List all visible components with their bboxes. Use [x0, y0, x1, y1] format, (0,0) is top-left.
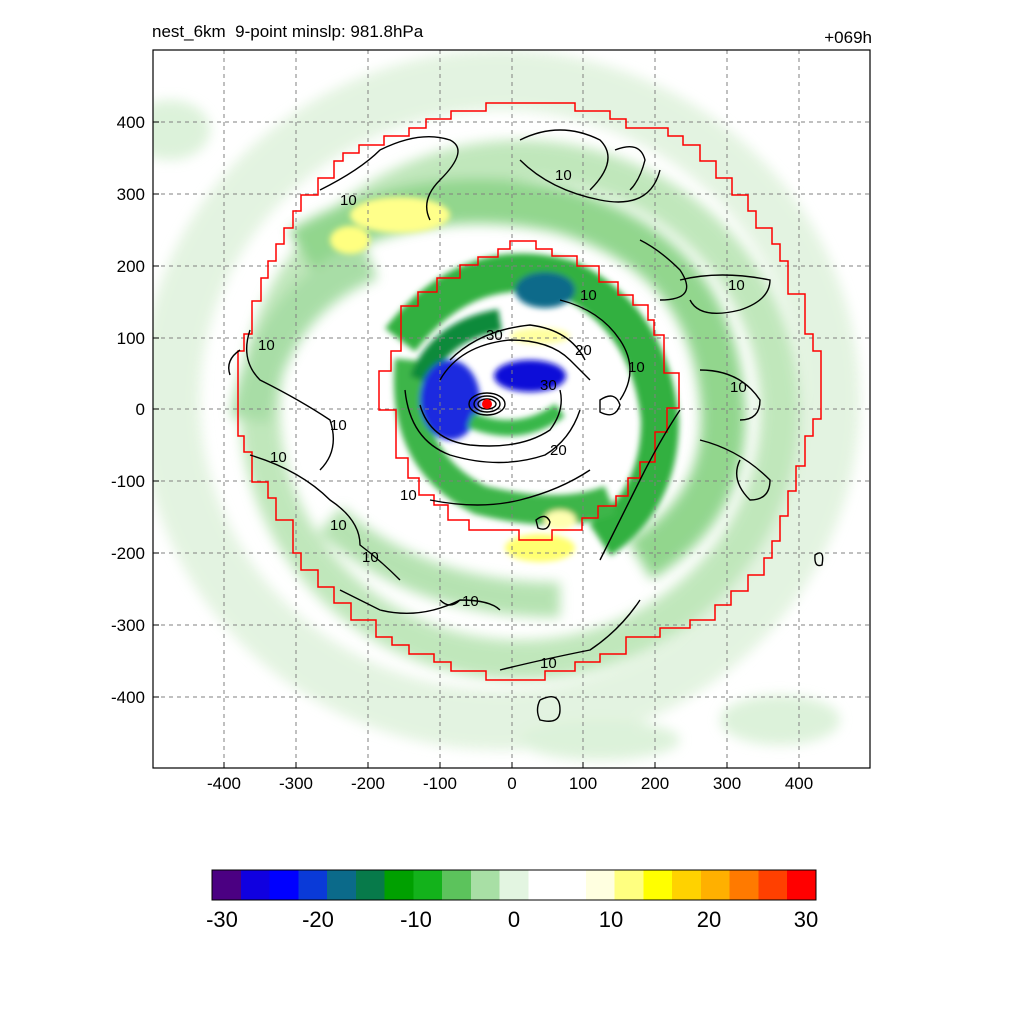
contour-label: 30: [486, 327, 503, 344]
tick-marks: [153, 121, 800, 768]
contour-label: 30: [540, 377, 557, 394]
domain-outlines: [237, 102, 822, 681]
contour-label: 20: [550, 442, 567, 459]
colorbar-tick-label: -10: [400, 907, 432, 932]
inner-domain-outline: [378, 240, 680, 541]
x-tick-label: 0: [507, 774, 516, 793]
contour-label: 10: [728, 277, 745, 294]
colorbar-tick-label: 20: [697, 907, 721, 932]
contour-label: 10: [462, 593, 479, 610]
contour-label: 10: [270, 449, 287, 466]
contour-label: 10: [362, 549, 379, 566]
contour-label: 10: [580, 287, 597, 304]
map-title: nest_6km 9-point minslp: 981.8hPa: [152, 22, 424, 41]
x-tick-label: -100: [423, 774, 457, 793]
y-tick-label: -400: [111, 688, 145, 707]
colorbar-tick-label: -30: [206, 907, 238, 932]
contour-label: 10: [258, 337, 275, 354]
outer-domain-outline: [237, 102, 822, 681]
y-tick-label: 100: [117, 329, 145, 348]
contour-label-group: 10 10 10 10 10 10 10 10 10 10 10 10 10 1…: [258, 167, 747, 672]
y-tick-label: -200: [111, 544, 145, 563]
contour-label: 10: [628, 359, 645, 376]
x-tick-label: 400: [785, 774, 813, 793]
colorbar-tick-labels: -30 -20 -10 0 10 20 30: [206, 907, 818, 932]
y-tick-labels: 400 300 200 100 0 -100 -200 -300 -400: [111, 113, 145, 707]
x-tick-label: -200: [351, 774, 385, 793]
x-tick-label: 100: [569, 774, 597, 793]
contour-label: 10: [330, 517, 347, 534]
x-tick-labels: -400 -300 -200 -100 0 100 200 300 400: [207, 774, 813, 793]
colorbar: [211, 869, 817, 901]
y-tick-label: 400: [117, 113, 145, 132]
colorbar-tick-label: 0: [508, 907, 520, 932]
y-tick-label: 300: [117, 185, 145, 204]
colorbar-tick-label: 10: [599, 907, 623, 932]
contour-label: 10: [400, 487, 417, 504]
x-tick-label: 200: [641, 774, 669, 793]
contour-lines: [228, 129, 824, 722]
x-tick-label: -300: [279, 774, 313, 793]
colorbar-tick-label: -20: [302, 907, 334, 932]
contour-label: 10: [540, 655, 557, 672]
colorbar-tick-label: 30: [794, 907, 818, 932]
x-tick-label: -400: [207, 774, 241, 793]
forecast-hour-label: +069h: [824, 28, 872, 47]
y-tick-label: 200: [117, 257, 145, 276]
y-tick-label: 0: [136, 400, 145, 419]
contour-label: 10: [340, 192, 357, 209]
y-tick-label: -300: [111, 616, 145, 635]
contour-label: 10: [555, 167, 572, 184]
contour-label: 20: [575, 342, 592, 359]
x-tick-label: 300: [713, 774, 741, 793]
contour-label: 10: [330, 417, 347, 434]
y-tick-label: -100: [111, 472, 145, 491]
storm-center-marker: [482, 399, 492, 409]
contour-label: 10: [730, 379, 747, 396]
